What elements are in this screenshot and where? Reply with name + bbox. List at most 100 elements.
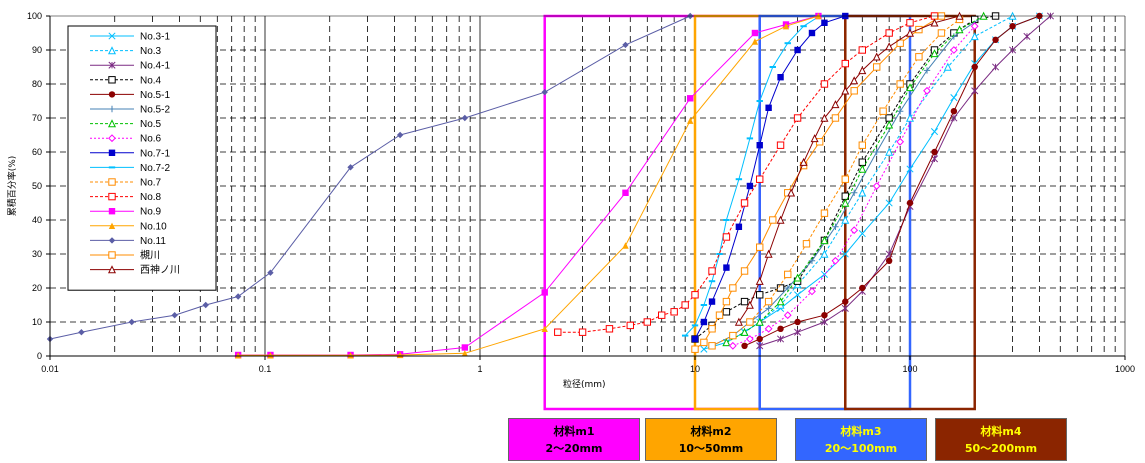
data-point	[708, 267, 716, 275]
data-point	[872, 182, 881, 190]
y-tick-label: 30	[32, 249, 42, 259]
material-label: 材料m2 10～50mm	[645, 418, 777, 461]
series-No.3	[722, 11, 1017, 347]
data-point	[128, 318, 135, 326]
y-tick-label: 60	[32, 147, 42, 157]
data-point	[735, 223, 743, 230]
data-point	[687, 117, 694, 124]
data-point	[578, 328, 587, 336]
data-point	[108, 251, 116, 259]
data-point	[793, 273, 802, 282]
legend-box	[67, 25, 217, 291]
data-point	[841, 215, 850, 224]
data-point	[756, 243, 764, 251]
data-point	[396, 351, 404, 359]
data-point	[783, 311, 792, 320]
data-point	[841, 59, 849, 68]
data-point	[234, 352, 242, 359]
data-point	[970, 22, 979, 31]
data-point	[906, 165, 914, 173]
series-line	[738, 15, 960, 323]
data-point	[885, 199, 893, 207]
data-point	[841, 198, 850, 207]
series-No.7-1	[691, 12, 849, 343]
data-point	[755, 317, 764, 326]
series-group	[46, 11, 1054, 359]
data-point	[872, 52, 881, 61]
data-point	[821, 19, 828, 26]
data-point	[858, 46, 867, 54]
data-point	[740, 199, 749, 207]
data-point	[756, 342, 764, 350]
series-No.5	[722, 11, 988, 347]
data-point	[950, 108, 958, 115]
data-point	[858, 230, 866, 238]
data-point	[885, 257, 893, 264]
data-point	[347, 352, 354, 359]
data-point	[930, 128, 939, 136]
legend-label: No.7-2	[140, 163, 170, 174]
data-point	[777, 74, 784, 81]
data-point	[740, 327, 749, 336]
data-point	[905, 28, 915, 37]
data-point	[691, 345, 699, 353]
data-point	[347, 164, 354, 171]
y-tick-label: 40	[32, 215, 42, 225]
data-point	[858, 66, 867, 75]
data-point	[841, 86, 850, 95]
data-point	[108, 222, 116, 229]
data-point	[746, 182, 754, 190]
data-point	[108, 237, 116, 244]
data-point	[955, 25, 964, 34]
legend-label: No.4	[140, 75, 162, 86]
data-point	[832, 223, 839, 230]
data-point	[872, 63, 881, 71]
data-point	[541, 289, 548, 296]
data-point	[859, 284, 866, 292]
data-point	[915, 53, 923, 61]
data-point	[787, 188, 796, 197]
data-point	[461, 350, 469, 357]
data-point	[1009, 46, 1017, 54]
data-point	[700, 345, 708, 353]
data-point	[896, 108, 904, 115]
y-tick-label: 50	[32, 181, 42, 191]
data-point	[756, 291, 764, 299]
legend: No.3-1 No.3 No.4-1 No.4 No.5-1 No.5-2 No.5 No.6…	[67, 25, 217, 291]
data-point	[831, 256, 840, 265]
data-point	[808, 257, 816, 264]
data-point	[700, 338, 708, 347]
data-point	[755, 276, 764, 285]
data-point	[108, 208, 116, 215]
data-point	[722, 338, 731, 347]
data-point	[1009, 23, 1016, 30]
series-No.5-1	[741, 12, 1043, 349]
data-point	[267, 269, 274, 276]
legend-label: No.3-1	[140, 32, 170, 43]
data-point	[751, 38, 759, 45]
data-point	[831, 100, 840, 109]
data-point	[764, 297, 773, 306]
data-point	[708, 342, 716, 350]
data-point	[657, 311, 666, 319]
series-line	[238, 15, 819, 356]
data-point	[794, 291, 802, 299]
legend-label: No.5-2	[140, 105, 170, 116]
data-point	[461, 114, 469, 122]
data-point	[722, 233, 731, 241]
series-line	[726, 15, 1013, 343]
data-point	[108, 192, 116, 201]
legend-label: No.10	[140, 221, 167, 232]
data-point	[820, 249, 829, 258]
data-point	[108, 32, 116, 40]
material-label: 材料m3 20～100mm	[795, 418, 927, 461]
legend-label: No.8	[140, 192, 162, 203]
legend-label: No.6	[140, 134, 162, 145]
series-No.7	[708, 15, 964, 350]
x-tick-label: 10	[690, 364, 700, 374]
data-point	[949, 46, 958, 54]
series-line	[759, 15, 1051, 347]
data-point	[740, 267, 749, 275]
data-point	[930, 18, 939, 27]
